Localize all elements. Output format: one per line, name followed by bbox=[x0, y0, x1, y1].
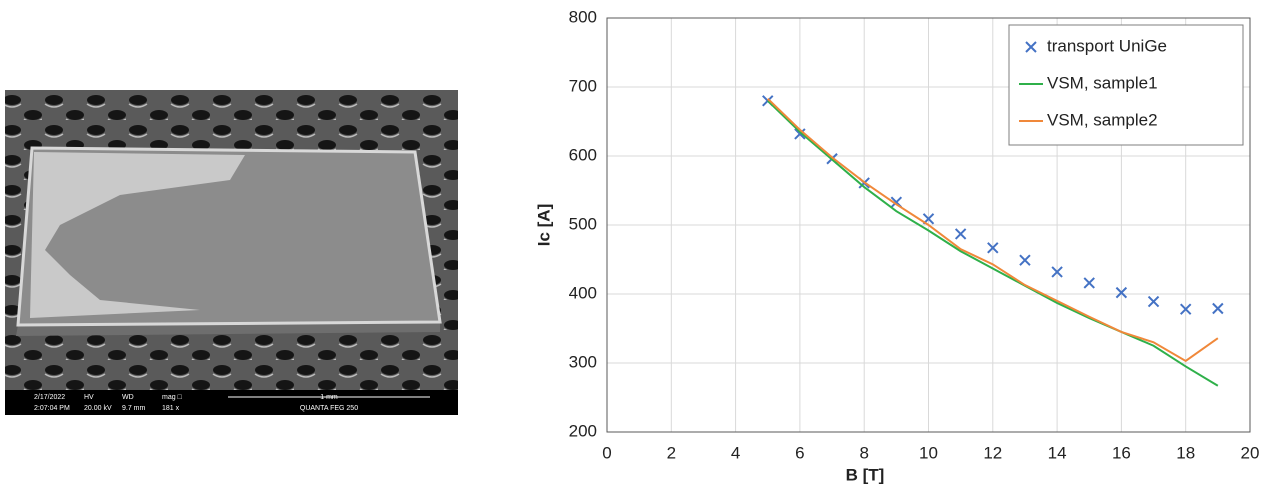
sem-instrument: QUANTA FEG 250 bbox=[300, 405, 358, 412]
x-tick-label: 0 bbox=[602, 443, 611, 462]
bright-region bbox=[30, 152, 245, 318]
sem-scale: 1 mm bbox=[320, 394, 338, 401]
y-tick-label: 500 bbox=[569, 214, 597, 233]
line bbox=[767, 100, 1219, 387]
x-tick-label: 10 bbox=[919, 443, 938, 462]
sem-image: 2/17/2022 2:07:04 PM HV 20.00 kV WD 9.7 … bbox=[5, 90, 458, 415]
y-tick-label: 700 bbox=[569, 76, 597, 95]
y-tick-label: 200 bbox=[569, 421, 597, 440]
x-tick-label: 20 bbox=[1241, 443, 1260, 462]
marker bbox=[1083, 277, 1095, 289]
sem-mag-label: mag □ bbox=[162, 394, 183, 401]
sem-mag: 181 x bbox=[162, 405, 180, 412]
x-axis-title: B [T] bbox=[846, 465, 885, 484]
sem-wd-label: WD bbox=[122, 394, 134, 401]
marker bbox=[794, 128, 806, 140]
y-axis-title: Ic [A] bbox=[534, 204, 553, 247]
y-tick-label: 800 bbox=[569, 7, 597, 26]
y-tick-label: 400 bbox=[569, 283, 597, 302]
sem-hv-label: HV bbox=[84, 394, 94, 401]
x-tick-label: 8 bbox=[859, 443, 868, 462]
x-tick-label: 6 bbox=[795, 443, 804, 462]
legend-label: VSM, sample2 bbox=[1047, 110, 1158, 129]
marker bbox=[954, 228, 967, 240]
sem-hv: 20.00 kV bbox=[84, 405, 112, 412]
info-bar bbox=[5, 390, 458, 415]
x-tick-label: 2 bbox=[667, 443, 676, 462]
x-tick-label: 14 bbox=[1048, 443, 1067, 462]
y-tick-label: 300 bbox=[569, 352, 597, 371]
legend-marker bbox=[1025, 41, 1037, 53]
marker bbox=[1179, 303, 1192, 315]
legend-box bbox=[1008, 24, 1244, 146]
y-tick-label: 600 bbox=[569, 145, 597, 164]
line bbox=[767, 98, 1219, 363]
chart: B [T] Ic [A] 200 300 400 500 600 700 800 0 2 4 6 8 1… bbox=[534, 7, 1259, 484]
marker bbox=[987, 242, 999, 254]
legend-label: transport UniGe bbox=[1047, 36, 1167, 55]
marker bbox=[1212, 302, 1224, 315]
sem-time: 2:07:04 PM bbox=[34, 405, 70, 412]
marker bbox=[1115, 286, 1128, 299]
x-tick-label: 12 bbox=[983, 443, 1002, 462]
sem-date: 2/17/2022 bbox=[34, 394, 65, 401]
marker bbox=[1147, 295, 1160, 308]
plot-border bbox=[606, 17, 1251, 433]
marker bbox=[1019, 254, 1031, 266]
x-tick-label: 16 bbox=[1112, 443, 1131, 462]
x-tick-label: 4 bbox=[731, 443, 740, 462]
marker bbox=[1051, 266, 1063, 278]
x-tick-label: 18 bbox=[1176, 443, 1195, 462]
sem-wd: 9.7 mm bbox=[122, 405, 146, 412]
legend-label: VSM, sample1 bbox=[1047, 73, 1158, 92]
